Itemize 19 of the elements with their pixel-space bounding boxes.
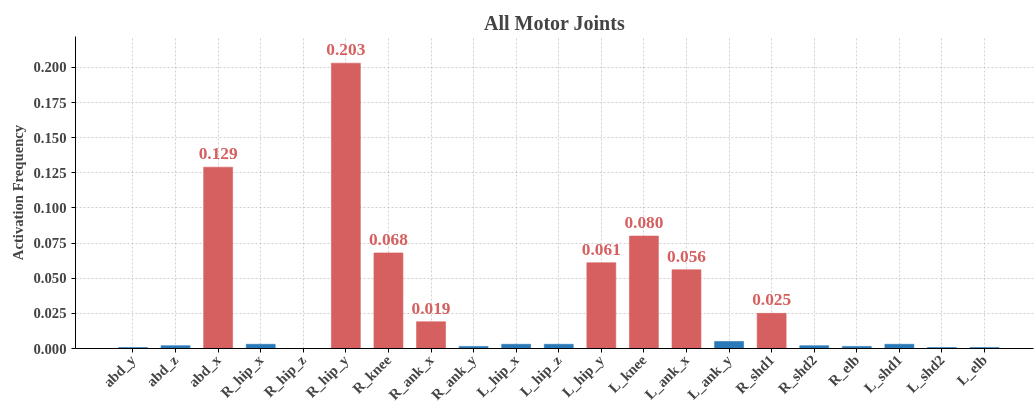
data-label: 0.080: [624, 213, 664, 233]
y-tick-label: 0.100: [33, 199, 67, 216]
data-label: 0.129: [198, 144, 238, 164]
chart-title: All Motor Joints: [483, 11, 625, 34]
data-label: 0.061: [581, 239, 621, 259]
data-label: 0.068: [368, 229, 409, 249]
y-axis-title: Activation Frequency: [9, 124, 26, 261]
y-tick-label: 0.025: [33, 305, 67, 322]
data-label: 0.025: [752, 290, 792, 310]
y-tick-label: 0.050: [33, 270, 67, 287]
data-label: 0.019: [411, 298, 451, 318]
y-tick-label: 0.000: [33, 340, 67, 357]
y-tick-label: 0.150: [33, 129, 67, 146]
data-label: 0.056: [667, 246, 707, 266]
y-tick-label: 0.075: [33, 235, 67, 252]
y-tick-label: 0.175: [33, 94, 67, 111]
y-tick-label: 0.200: [33, 59, 67, 76]
data-label: 0.203: [326, 40, 366, 60]
y-tick-label: 0.125: [33, 164, 67, 181]
